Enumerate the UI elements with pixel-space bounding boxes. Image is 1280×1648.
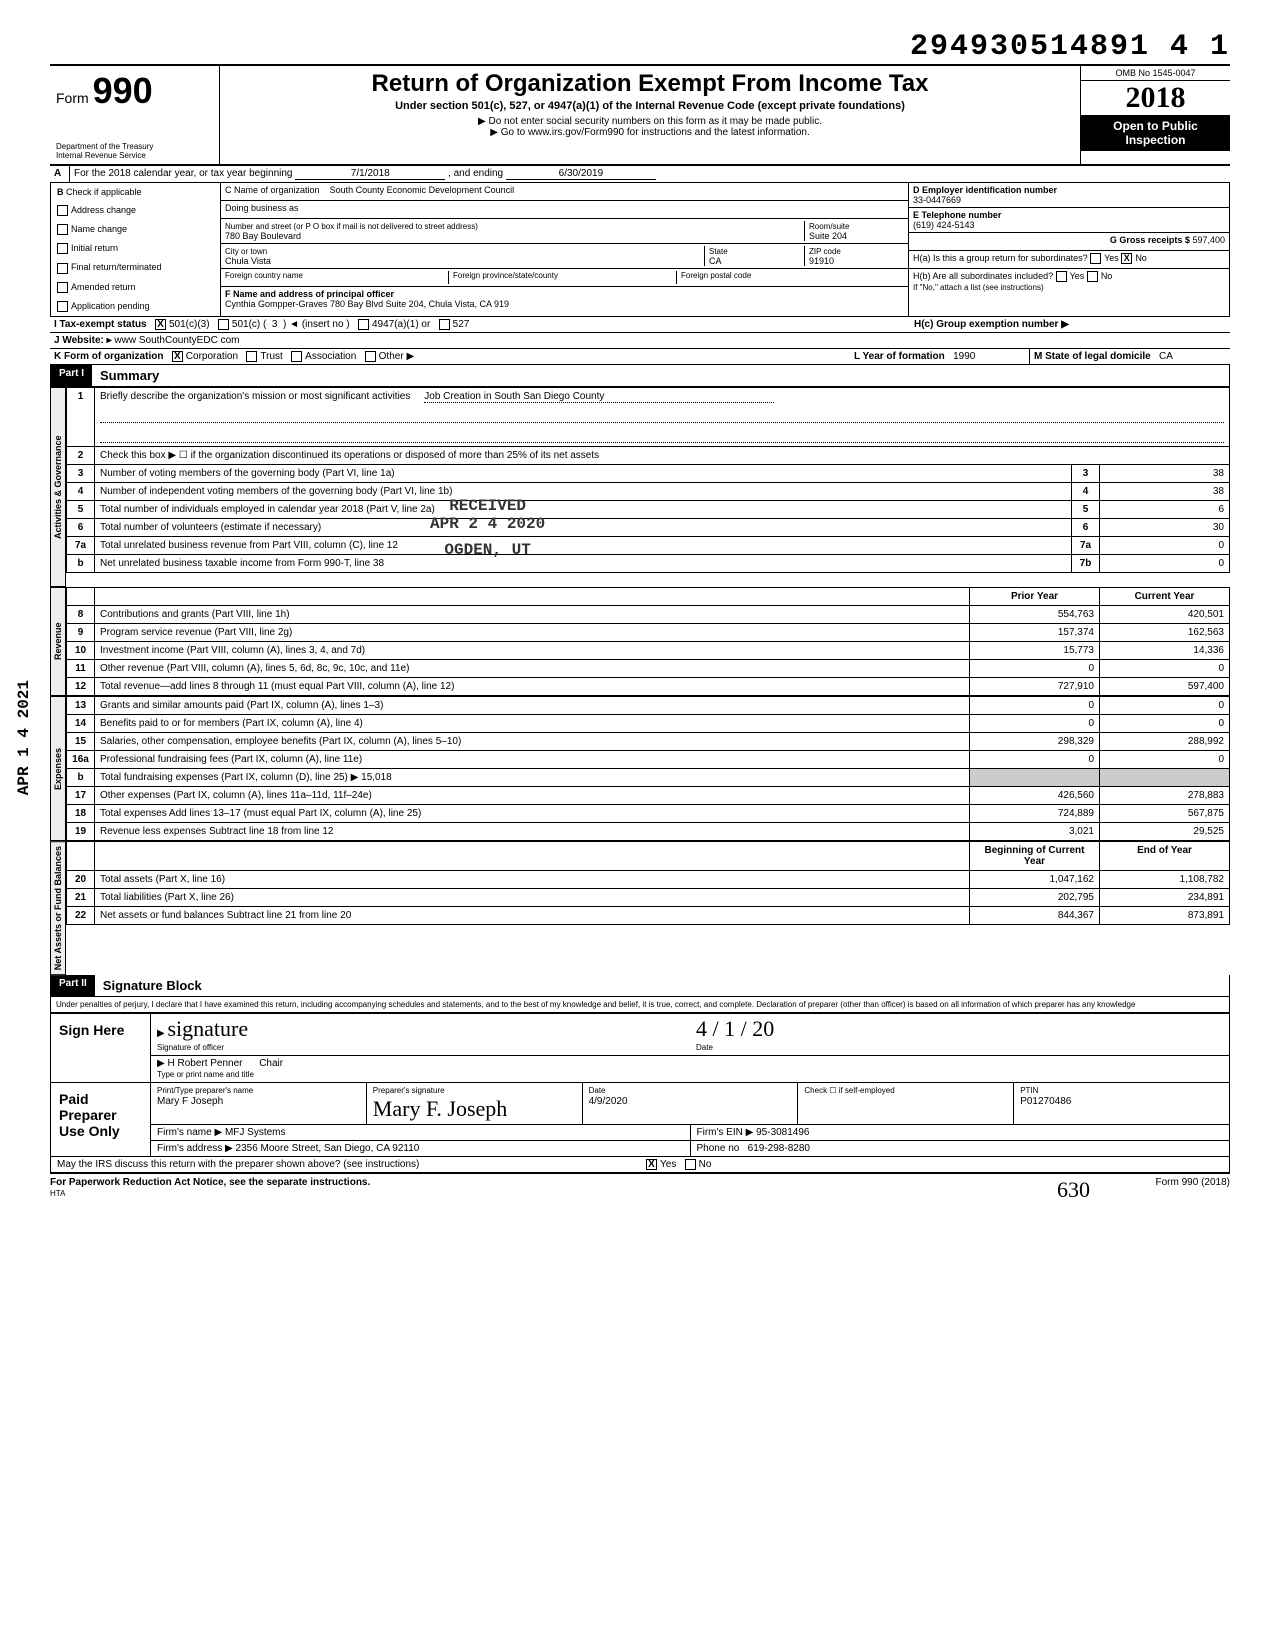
state-domicile: CA [1159, 351, 1173, 362]
line-a: A For the 2018 calendar year, or tax yea… [50, 166, 1230, 183]
signature-block: Sign Here ▶ signatureSignature of office… [50, 1012, 1230, 1173]
form-footer: Form 990 (2018) [1090, 1177, 1230, 1203]
cb-discuss-no[interactable] [685, 1159, 696, 1170]
sidebar-governance: Activities & Governance [50, 387, 66, 587]
ptin: P01270486 [1020, 1096, 1071, 1107]
irs-label: Internal Revenue Service [56, 151, 213, 160]
officer-signature: signature [167, 1016, 248, 1041]
sidebar-net-assets: Net Assets or Fund Balances [50, 841, 66, 975]
dept-treasury: Department of the Treasury [56, 142, 213, 151]
summary-governance-table: 1 Briefly describe the organization's mi… [66, 387, 1230, 573]
cb-corp[interactable]: X [172, 351, 183, 362]
part-1-header: Part I Summary [50, 365, 1230, 387]
cb-address-change[interactable] [57, 205, 68, 216]
preparer-signature: Mary F. Joseph [373, 1096, 508, 1121]
form-header: Form 990 Department of the Treasury Inte… [50, 64, 1230, 166]
cb-initial-return[interactable] [57, 243, 68, 254]
header-filing-number: 294930514891 4 1 [50, 30, 1230, 64]
line-k: K Form of organization XCorporation Trus… [50, 349, 1230, 365]
summary-expenses-table: 13Grants and similar amounts paid (Part … [66, 696, 1230, 841]
cb-4947[interactable] [358, 319, 369, 330]
dba-label: Doing business as [221, 201, 908, 219]
filing-number: 294930514891 4 1 [910, 30, 1230, 64]
side-date-stamp: APR 1 4 2021 [15, 680, 33, 795]
cb-h-b-no[interactable] [1087, 271, 1098, 282]
website: www SouthCountyEDC com [114, 335, 239, 346]
zip: 91910 [809, 256, 834, 266]
initials: 630 [1057, 1177, 1090, 1202]
group-exemption-label: H(c) Group exemption number ▶ [914, 319, 1069, 330]
cb-501c[interactable] [218, 319, 229, 330]
line-i: I Tax-exempt status X501(c)(3) 501(c) ( … [50, 317, 1230, 333]
paperwork-notice: For Paperwork Reduction Act Notice, see … [50, 1177, 370, 1188]
firm-name: MFJ Systems [225, 1127, 286, 1138]
warn-ssn: Do not enter social security numbers on … [488, 116, 821, 127]
sign-here-label: Sign Here [51, 1014, 151, 1082]
val-6: 30 [1100, 519, 1230, 537]
paid-preparer-label: Paid Preparer Use Only [51, 1083, 151, 1156]
part-2-header: Part II Signature Block [50, 975, 1230, 997]
cb-h-a-no[interactable]: X [1121, 253, 1132, 264]
val-7b: 0 [1100, 555, 1230, 573]
cb-pending[interactable] [57, 301, 68, 312]
cb-assoc[interactable] [291, 351, 302, 362]
received-stamp: RECEIVED APR 2 4 2020 OGDEN, UT [430, 497, 545, 559]
cb-h-a-yes[interactable] [1090, 253, 1101, 264]
org-name: South County Economic Development Counci… [330, 185, 515, 195]
val-4: 38 [1100, 483, 1230, 501]
penalty-statement: Under penalties of perjury, I declare th… [50, 997, 1230, 1012]
val-7a: 0 [1100, 537, 1230, 555]
form-title: Return of Organization Exempt From Incom… [230, 70, 1070, 98]
officer-label: F Name and address of principal officer [225, 289, 394, 299]
val-5: 6 [1100, 501, 1230, 519]
street-address: 780 Bay Boulevard [225, 231, 301, 241]
open-public-1: Open to Public [1085, 119, 1226, 133]
val-3: 38 [1100, 465, 1230, 483]
cb-527[interactable] [439, 319, 450, 330]
summary-revenue-table: Prior YearCurrent Year 8Contributions an… [66, 587, 1230, 696]
tax-year: 20201818 [1081, 81, 1230, 115]
cb-name-change[interactable] [57, 224, 68, 235]
sidebar-expenses: Expenses [50, 696, 66, 841]
firm-ein: 95-3081496 [756, 1127, 809, 1138]
omb-number: OMB No 1545-0047 [1081, 66, 1230, 81]
state: CA [709, 256, 722, 266]
gross-receipts: 597,400 [1192, 235, 1225, 245]
firm-address: 2356 Moore Street, San Diego, CA 92110 [236, 1143, 420, 1154]
preparer-name: Mary F Joseph [157, 1096, 223, 1107]
cb-501c3[interactable]: X [155, 319, 166, 330]
discuss-question: May the IRS discuss this return with the… [51, 1157, 640, 1172]
phone: (619) 424-5143 [913, 220, 975, 230]
cb-final-return[interactable] [57, 263, 68, 274]
tax-year-begin: 7/1/2018 [295, 168, 445, 180]
year-formation: 1990 [953, 351, 975, 362]
preparer-date: 4/9/2020 [589, 1096, 628, 1107]
officer-sig-date: 4 / 1 / 20 [696, 1016, 774, 1041]
officer-print-name: H Robert Penner [167, 1058, 242, 1069]
tax-year-end: 6/30/2019 [506, 168, 656, 180]
city: Chula Vista [225, 256, 271, 266]
summary-net-table: Beginning of Current YearEnd of Year 20T… [66, 841, 1230, 925]
mission: Job Creation in South San Diego County [424, 391, 774, 403]
line-j: J Website: ▸ www SouthCountyEDC com [50, 333, 1230, 349]
hta: HTA [50, 1189, 65, 1198]
cb-amended[interactable] [57, 282, 68, 293]
cb-h-b-yes[interactable] [1056, 271, 1067, 282]
ein: 33-0447669 [913, 195, 961, 205]
identity-block: B Check if applicable Address change Nam… [50, 183, 1230, 317]
sidebar-revenue: Revenue [50, 587, 66, 696]
officer-role: Chair [259, 1058, 283, 1069]
officer-name-address: Cynthia Gompper-Graves 780 Bay Blvd Suit… [225, 299, 509, 309]
cb-other[interactable] [365, 351, 376, 362]
501c-number: 3 [272, 319, 278, 330]
form-subtitle: Under section 501(c), 527, or 4947(a)(1)… [230, 100, 1070, 112]
open-public-2: Inspection [1085, 133, 1226, 147]
form-number: Form 990 [56, 70, 213, 112]
cb-discuss-yes[interactable]: X [646, 1159, 657, 1170]
room-suite: Suite 204 [809, 231, 847, 241]
cb-trust[interactable] [246, 351, 257, 362]
firm-phone: 619-298-8280 [748, 1143, 810, 1154]
warn-link: Go to www.irs.gov/Form990 for instructio… [501, 127, 810, 138]
